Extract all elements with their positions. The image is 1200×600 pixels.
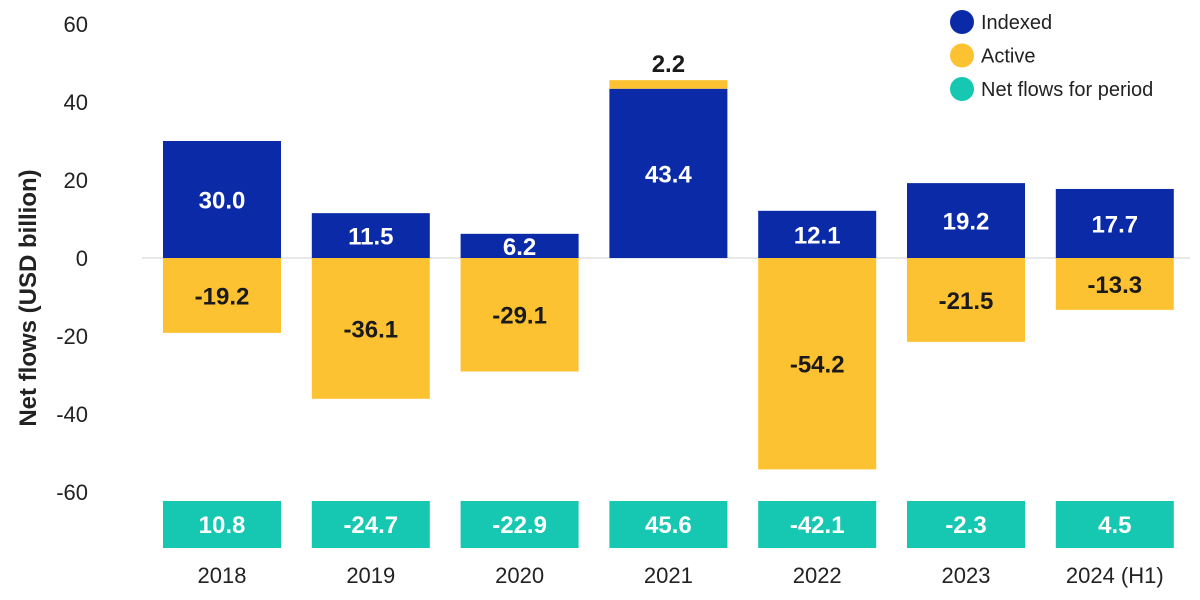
net-flow-value: -22.9 [492,512,547,539]
net-flow-value: -2.3 [945,512,986,539]
net-flow-boxes: 10.8 -24.7 -22.9 45.6 -42.1 -2.3 4.5 [163,501,1174,548]
legend-label: Active [981,46,1035,68]
net-flow-value: -42.1 [790,512,845,539]
bar-active [163,258,281,333]
x-category-label: 2024 (H1) [1066,563,1164,588]
bars: 30.0 -19.2 11.5 -36.1 6.2 -29.1 43.4 2.2 12.1 -54… [163,51,1174,470]
bar-indexed [758,210,877,258]
bar-active [460,258,579,372]
bar-indexed [460,233,579,258]
bar-indexed [311,213,430,258]
data-label-active: -29.1 [492,303,547,330]
net-flow-box [609,501,728,548]
data-label-indexed: 43.4 [645,161,692,188]
x-category-label: 2023 [942,563,991,588]
net-flow-box [907,501,1025,548]
bar-active [311,258,430,399]
legend-swatch [950,77,974,101]
x-category-label: 2022 [793,563,842,588]
net-flow-box [460,501,579,548]
legend-label: Net flows for period [981,79,1153,101]
data-label-active: 2.2 [652,51,685,78]
net-flow-box [163,501,281,548]
data-label-indexed: 17.7 [1091,211,1138,238]
bar-active [907,258,1025,342]
net-flow-box [758,501,877,548]
y-axis-ticks: 60 40 20 0 -20 -40 -60 [56,12,88,505]
y-tick-label: 0 [76,246,88,271]
y-axis-label: Net flows (USD billion) [15,169,42,426]
bar-active [1055,258,1174,310]
data-label-active: -21.5 [939,288,994,315]
data-label-active: -19.2 [195,283,250,310]
y-tick-label: -20 [56,324,88,349]
legend: Indexed Active Net flows for period [950,10,1153,101]
bar-indexed [1055,188,1174,258]
net-flow-value: 10.8 [199,512,246,539]
data-label-indexed: 19.2 [943,209,990,236]
data-label-active: -13.3 [1087,272,1142,299]
data-label-indexed: 30.0 [199,188,246,215]
bar-indexed [907,183,1025,258]
data-label-active: -54.2 [790,352,845,379]
legend-label: Indexed [981,12,1052,34]
bar-active [758,258,877,470]
net-flow-box [311,501,430,548]
net-flow-value: 4.5 [1098,512,1131,539]
x-category-label: 2020 [495,563,544,588]
y-tick-label: -60 [56,480,88,505]
y-tick-label: 60 [64,12,88,37]
data-label-indexed: 6.2 [503,234,536,261]
net-flow-value: 45.6 [645,512,692,539]
y-tick-label: 20 [64,168,88,193]
data-label-indexed: 11.5 [348,224,393,251]
bar-indexed [609,88,728,259]
bar-active [609,80,728,89]
net-flow-value: -24.7 [343,512,398,539]
y-tick-label: -40 [56,402,88,427]
y-tick-label: 40 [64,90,88,115]
legend-swatch [950,43,974,68]
x-category-label: 2019 [346,563,395,588]
x-axis-labels: 2018 2019 2020 2021 2022 2023 2024 (H1) [198,563,1164,588]
data-label-active: -36.1 [343,316,398,343]
x-category-label: 2018 [198,563,247,588]
data-label-indexed: 12.1 [794,222,841,249]
net-flow-box [1055,501,1174,548]
x-category-label: 2021 [644,563,693,588]
bar-indexed [163,141,281,258]
legend-swatch [950,10,974,34]
